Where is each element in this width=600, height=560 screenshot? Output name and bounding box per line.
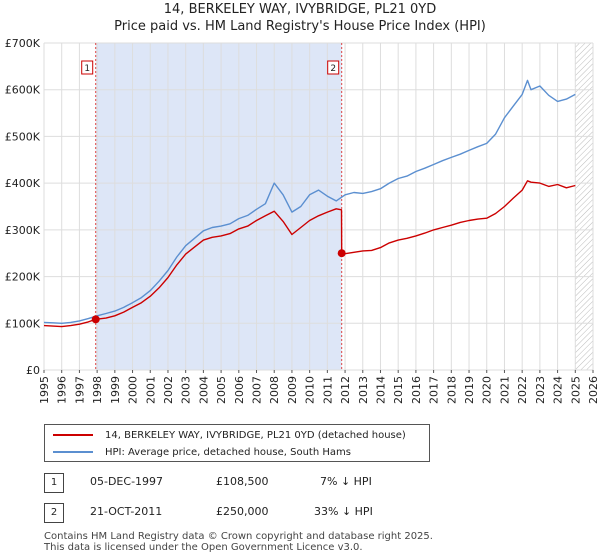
chart-subtitle: Price paid vs. HM Land Registry's House …: [114, 19, 486, 34]
x-tick-label: 1999: [109, 376, 122, 404]
y-tick-label: £600K: [5, 84, 41, 97]
transaction-point: [91, 315, 100, 324]
y-tick-label: £400K: [5, 177, 41, 190]
legend: 14, BERKELEY WAY, IVYBRIDGE, PL21 0YD (d…: [44, 424, 430, 462]
x-tick-label: 2008: [268, 376, 281, 404]
transaction-hpi-diff: 33% ↓ HPI: [314, 505, 373, 518]
x-tick-label: 1996: [56, 376, 69, 404]
y-tick-label: £300K: [5, 224, 41, 237]
transaction-label: 2: [330, 64, 336, 74]
transaction-label: 1: [84, 64, 90, 74]
footer-licence: This data is licensed under the Open Gov…: [44, 542, 363, 553]
y-tick-label: £0: [26, 364, 40, 377]
x-tick-label: 2017: [428, 376, 441, 404]
transaction-hpi-diff: 7% ↓ HPI: [320, 475, 372, 488]
x-tick-label: 2016: [410, 376, 423, 404]
legend-swatch-blue: [53, 451, 93, 453]
x-tick-label: 2021: [498, 376, 511, 404]
x-tick-label: 2002: [162, 376, 175, 404]
future-hatch-area: [575, 43, 593, 370]
transaction-points: [91, 249, 346, 324]
x-tick-label: 2012: [339, 376, 352, 404]
x-tick-label: 2020: [481, 376, 494, 404]
x-tick-label: 2023: [534, 376, 547, 404]
x-tick-label: 1997: [73, 376, 86, 404]
transaction-number: 1: [44, 473, 64, 493]
x-tick-label: 2004: [197, 376, 210, 404]
x-tick-label: 2022: [516, 376, 529, 404]
x-axis: 1995 1996 1997 1998 1999 2000 2001 2002 2003 2004…: [38, 370, 600, 404]
x-tick-label: 2001: [144, 376, 157, 404]
footer-copyright: Contains HM Land Registry data © Crown c…: [44, 531, 433, 542]
y-axis: £0 £100K £200K £300K £400K £500K £600K £700K: [5, 37, 41, 377]
x-tick-label: 2025: [569, 376, 582, 404]
legend-item-property: 14, BERKELEY WAY, IVYBRIDGE, PL21 0YD (d…: [53, 427, 406, 443]
hpi-line: [43, 79, 576, 324]
x-tick-label: 2015: [392, 376, 405, 404]
legend-label-property: 14, BERKELEY WAY, IVYBRIDGE, PL21 0YD (d…: [105, 429, 406, 441]
x-tick-label: 2006: [233, 376, 246, 404]
y-tick-label: £700K: [5, 37, 41, 50]
legend-swatch-red: [53, 434, 93, 436]
transaction-point: [337, 249, 346, 258]
property-price-line: [43, 180, 576, 328]
x-tick-label: 2018: [445, 376, 458, 404]
x-tick-label: 2010: [304, 376, 317, 404]
transaction-date: 05-DEC-1997: [90, 475, 164, 488]
x-tick-label: 1998: [91, 376, 104, 404]
transaction-price: £108,500: [216, 475, 269, 488]
x-tick-label: 2005: [215, 376, 228, 404]
legend-label-hpi: HPI: Average price, detached house, Sout…: [105, 446, 351, 458]
transaction-price: £250,000: [216, 505, 269, 518]
x-tick-label: 1995: [38, 376, 51, 404]
transaction-date: 21-OCT-2011: [90, 505, 163, 518]
grid-lines: [43, 42, 594, 371]
transaction-label-box: [81, 60, 94, 75]
series-lines: [43, 79, 576, 328]
legend-item-hpi: HPI: Average price, detached house, Sout…: [53, 444, 351, 460]
x-tick-label: 2009: [286, 376, 299, 404]
y-tick-label: £500K: [5, 130, 41, 143]
x-tick-label: 2019: [463, 376, 476, 404]
y-tick-label: £100K: [5, 317, 41, 330]
chart-title: 14, BERKELEY WAY, IVYBRIDGE, PL21 0YD: [163, 2, 437, 17]
x-tick-label: 2000: [127, 376, 140, 404]
x-tick-label: 2011: [321, 376, 334, 404]
y-tick-label: £200K: [5, 271, 41, 284]
x-tick-label: 2003: [180, 376, 193, 404]
x-tick-label: 2013: [357, 376, 370, 404]
x-tick-label: 2014: [374, 376, 387, 404]
x-tick-label: 2024: [552, 376, 565, 404]
transaction-label-box: [327, 60, 340, 75]
x-tick-label: 2007: [251, 376, 264, 404]
x-tick-label: 2026: [587, 376, 600, 404]
transaction-number: 2: [44, 503, 64, 523]
